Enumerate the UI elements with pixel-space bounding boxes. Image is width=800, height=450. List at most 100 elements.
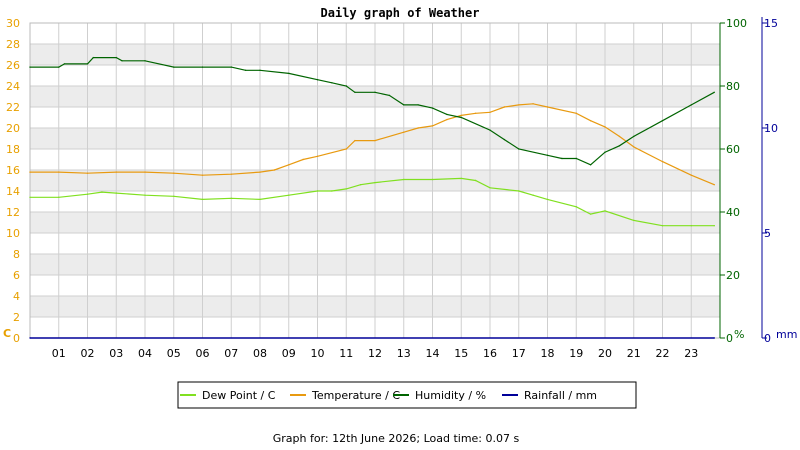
series-point-1 [431, 125, 434, 127]
series-point-1 [288, 164, 290, 166]
x-tick-label: 10 [311, 347, 325, 360]
series-point-0 [589, 213, 592, 215]
x-tick-label: 15 [454, 347, 468, 360]
y-tick-label-temp: 26 [6, 59, 20, 72]
series-point-1 [489, 111, 491, 114]
y-tick-label-rain: 5 [764, 227, 771, 240]
series-point-0 [474, 179, 477, 182]
series-point-1 [518, 104, 520, 106]
y-tick-label-temp: 2 [13, 311, 20, 324]
series-point-2 [417, 104, 419, 106]
series-point-2 [121, 60, 123, 62]
series-point-2 [561, 157, 563, 160]
series-point-2 [259, 69, 261, 72]
series-point-0 [661, 225, 664, 227]
series-point-2 [575, 157, 577, 160]
series-point-2 [92, 56, 95, 59]
x-tick-label: 07 [224, 347, 238, 360]
x-tick-label: 03 [109, 347, 123, 360]
x-tick-label: 14 [426, 347, 440, 360]
x-tick-label: 12 [368, 347, 382, 360]
series-point-0 [489, 187, 491, 189]
y-axis-unit-temp: C [3, 327, 11, 340]
y-tick-label-humidity: 80 [726, 80, 740, 93]
series-point-2 [345, 85, 347, 87]
series-point-0 [460, 177, 462, 180]
chart-title: Daily graph of Weather [321, 6, 480, 20]
y-tick-label-temp: 20 [6, 122, 20, 135]
series-point-1 [532, 103, 534, 105]
series-point-0 [201, 198, 204, 201]
legend-label: Humidity / % [415, 389, 486, 402]
x-tick-label: 20 [598, 347, 612, 360]
series-point-1 [273, 169, 276, 171]
series-point-2 [604, 151, 606, 153]
series-point-0 [374, 181, 376, 184]
series-point-1 [29, 171, 31, 173]
legend-label: Temperature / C [311, 389, 400, 402]
series-point-2 [661, 120, 664, 122]
x-tick-label: 13 [397, 347, 411, 360]
series-point-2 [354, 91, 356, 94]
series-point-2 [690, 104, 692, 106]
series-point-1 [713, 184, 715, 186]
series-point-2 [618, 145, 621, 147]
y-axis-unit-rain: mm [776, 328, 797, 341]
series-point-1 [345, 148, 347, 150]
y-tick-label-humidity: 0 [726, 332, 733, 345]
x-tick-label: 18 [541, 347, 555, 360]
y-tick-label-temp: 4 [13, 290, 20, 303]
series-point-1 [230, 173, 232, 175]
series-point-0 [115, 192, 118, 194]
series-point-1 [173, 172, 175, 174]
series-point-2 [589, 164, 592, 166]
series-point-2 [403, 104, 405, 106]
series-point-2 [388, 94, 391, 97]
series-point-2 [331, 82, 333, 84]
x-tick-label: 08 [253, 347, 267, 360]
legend-label: Rainfall / mm [524, 389, 597, 402]
y-tick-label-rain: 0 [764, 332, 771, 345]
y-tick-label-temp: 6 [13, 269, 20, 282]
y-tick-label-temp: 8 [13, 248, 20, 261]
series-point-0 [230, 197, 232, 199]
series-point-2 [546, 154, 549, 156]
series-point-2 [460, 116, 462, 119]
series-point-0 [633, 219, 635, 222]
y-tick-label-humidity: 100 [726, 17, 747, 30]
series-point-0 [259, 198, 261, 201]
series-point-1 [446, 118, 448, 121]
series-point-2 [58, 66, 60, 68]
series-point-2 [173, 66, 175, 68]
series-point-0 [316, 190, 319, 192]
series-point-1 [86, 172, 89, 174]
series-point-1 [302, 158, 304, 161]
x-tick-label: 04 [138, 347, 152, 360]
series-point-1 [316, 155, 319, 157]
x-tick-label: 23 [684, 347, 698, 360]
y-tick-label-temp: 28 [6, 38, 20, 51]
series-point-0 [431, 178, 434, 181]
y-tick-label-humidity: 40 [726, 206, 740, 219]
series-point-1 [661, 160, 664, 163]
y-tick-label-temp: 14 [6, 185, 20, 198]
series-point-0 [546, 198, 549, 201]
series-point-1 [589, 120, 592, 122]
series-point-1 [354, 139, 356, 142]
series-point-2 [374, 91, 376, 94]
series-point-0 [690, 225, 692, 227]
series-point-1 [503, 106, 506, 108]
series-point-2 [63, 63, 66, 65]
series-point-1 [115, 171, 118, 173]
series-point-1 [374, 139, 376, 142]
series-point-1 [403, 131, 405, 133]
series-point-2 [503, 138, 506, 141]
series-point-0 [532, 194, 534, 196]
series-point-2 [288, 72, 290, 75]
x-tick-label: 21 [627, 347, 641, 360]
series-point-1 [201, 174, 204, 176]
series-point-0 [29, 196, 31, 198]
y-tick-label-temp: 10 [6, 227, 20, 240]
series-point-2 [29, 66, 31, 68]
